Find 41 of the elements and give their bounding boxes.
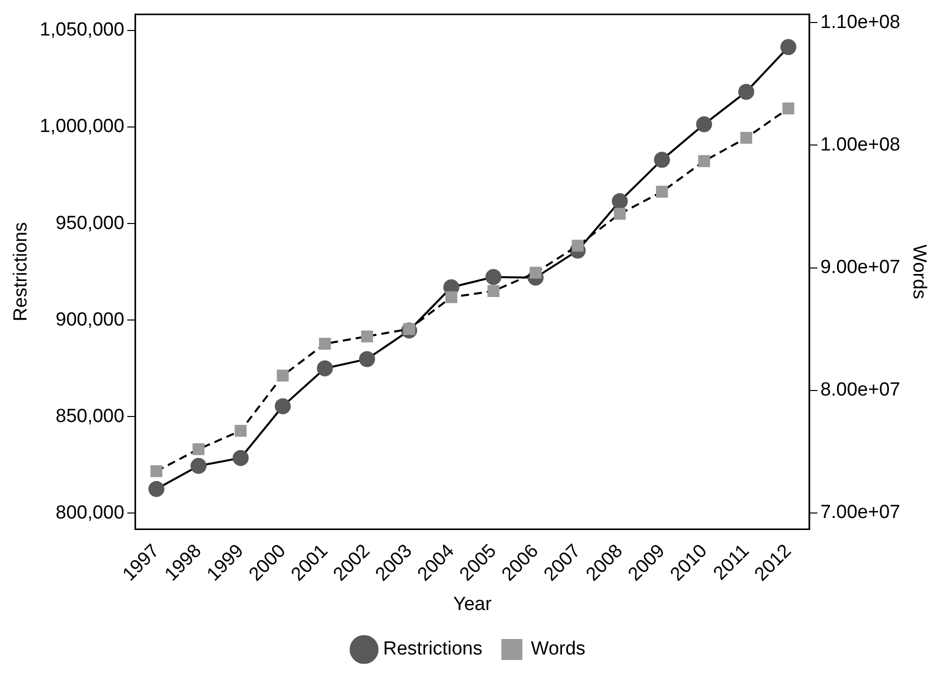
point [359, 351, 376, 368]
point [782, 102, 794, 114]
y-tick-label: 800,000 [56, 502, 124, 524]
point [234, 424, 247, 437]
point [276, 370, 289, 382]
point [232, 450, 249, 466]
y2-tick-label: 1.00e+08 [820, 134, 900, 156]
point [698, 155, 710, 168]
point [780, 39, 796, 56]
point [485, 269, 502, 286]
legend-label: Restrictions [383, 638, 482, 660]
point [192, 443, 204, 456]
point [150, 465, 162, 478]
y-tick-label: 1,000,000 [40, 116, 124, 138]
y2-tick-label: 1.10e+08 [820, 12, 900, 33]
point [738, 84, 754, 100]
point [190, 458, 207, 474]
point [656, 186, 668, 198]
y2-axis-title: Words [908, 244, 930, 300]
point [148, 481, 164, 498]
point [740, 132, 752, 144]
point [614, 208, 626, 220]
legend-label: Words [530, 638, 586, 660]
point [316, 360, 333, 376]
y-axis-title: Restrictions [10, 222, 32, 322]
point [696, 116, 712, 132]
y-tick-label: 850,000 [56, 406, 124, 427]
point [487, 285, 500, 297]
point [361, 330, 373, 342]
y-tick-label: 900,000 [56, 309, 124, 330]
x-axis-title: Year [453, 594, 492, 615]
y2-tick-label: 8.00e+07 [820, 380, 900, 401]
point [445, 291, 458, 304]
y2-tick-label: 9.00e+07 [820, 256, 900, 278]
point [318, 338, 331, 350]
y-tick-label: 1,050,000 [40, 20, 124, 41]
point [274, 398, 291, 414]
y-tick-label: 950,000 [56, 212, 124, 234]
point [654, 152, 670, 168]
point [612, 193, 628, 210]
y2-tick-label: 7.00e+07 [820, 502, 900, 524]
